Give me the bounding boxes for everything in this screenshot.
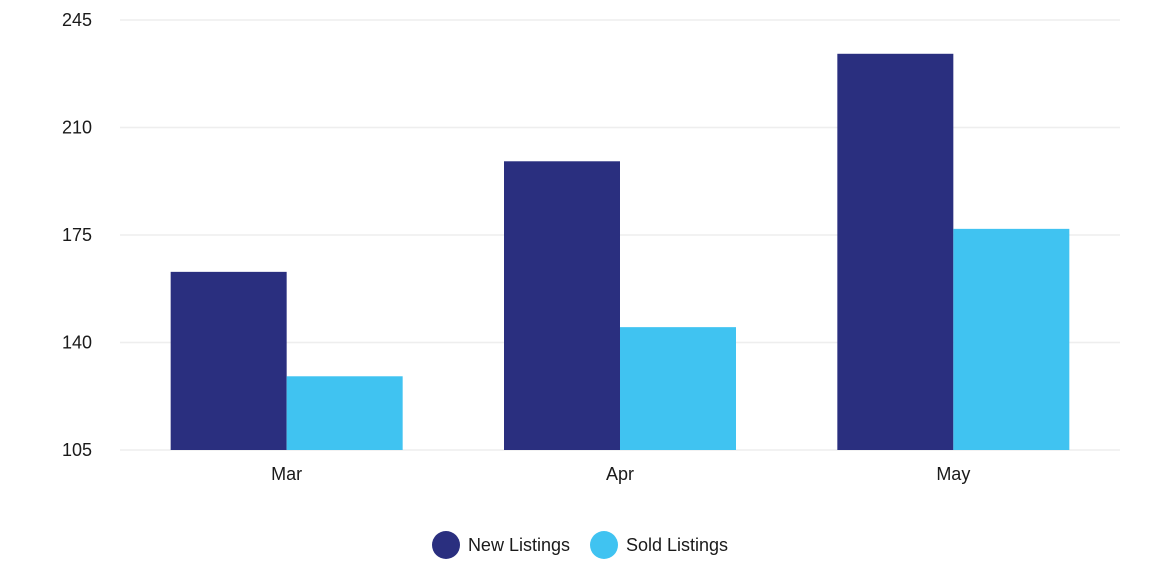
y-tick-label: 245 <box>62 10 92 30</box>
legend-item-new-listings[interactable]: New Listings <box>431 531 570 559</box>
bar-sold-listings-may[interactable] <box>953 228 1070 450</box>
x-tick-label: Apr <box>606 464 634 484</box>
legend-swatch-new-listings <box>431 531 460 559</box>
legend-label-sold-listings: Sold Listings <box>625 534 729 555</box>
bar-new-listings-mar[interactable] <box>170 271 287 450</box>
legend: New Listings Sold Listings <box>0 530 1160 560</box>
y-tick-label: 105 <box>62 440 92 460</box>
y-tick-label: 210 <box>62 118 92 138</box>
y-tick-label: 140 <box>62 333 92 353</box>
x-axis: Mar Apr May <box>271 464 970 484</box>
y-tick-label: 175 <box>62 225 92 245</box>
legend-swatch-sold-listings <box>589 531 618 559</box>
y-axis: 105 140 175 210 245 <box>62 10 92 460</box>
bars <box>170 53 1070 451</box>
legend-item-sold-listings[interactable]: Sold Listings <box>589 531 729 559</box>
bar-new-listings-may[interactable] <box>837 53 954 451</box>
x-tick-label: May <box>936 464 970 484</box>
bar-sold-listings-apr[interactable] <box>620 327 736 450</box>
legend-label-new-listings: New Listings <box>467 534 570 555</box>
bar-new-listings-apr[interactable] <box>504 161 620 451</box>
x-tick-label: Mar <box>271 464 302 484</box>
bar-sold-listings-mar[interactable] <box>286 376 403 450</box>
